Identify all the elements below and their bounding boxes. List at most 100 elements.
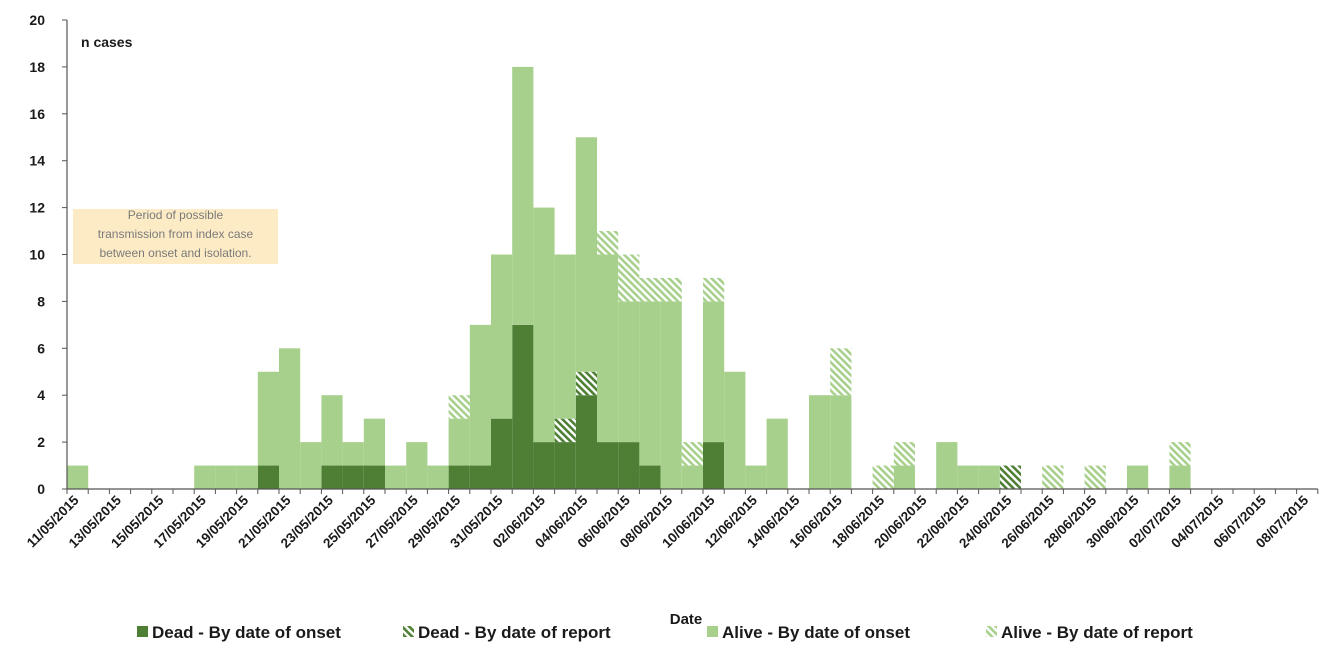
bar-alive-by-date-of-onset [469,324,491,466]
bar-alive-by-date-of-onset [491,254,513,419]
bar-alive-by-date-of-onset [257,371,279,466]
y-tick-label: 8 [37,293,45,309]
bar-dead-by-date-of-onset [512,324,534,489]
bar-alive-by-date-of-onset [554,254,576,419]
bar-alive-by-date-of-report [1042,465,1064,489]
bar-dead-by-date-of-onset [639,465,661,489]
bar-alive-by-date-of-onset [724,371,746,489]
bar-alive-by-date-of-onset [67,465,89,489]
bar-alive-by-date-of-report [660,277,682,302]
bar-alive-by-date-of-onset [618,301,640,443]
bar-dead-by-date-of-onset [342,465,364,489]
y-tick-label: 14 [29,153,45,169]
y-tick-label: 12 [29,200,45,216]
bar-alive-by-date-of-onset [957,465,979,489]
bar-dead-by-date-of-onset [703,442,725,489]
bar-alive-by-date-of-onset [936,442,958,489]
bar-alive-by-date-of-onset [1169,465,1191,489]
y-tick-label: 2 [37,434,45,450]
bar-alive-by-date-of-report [618,254,640,302]
legend-label: Alive - By date of report [1001,623,1193,642]
bar-dead-by-date-of-onset [575,395,597,489]
transmission-period-box [73,209,278,264]
bar-alive-by-date-of-onset [766,418,788,489]
bar-dead-by-date-of-report [554,418,576,443]
bar-dead-by-date-of-onset [257,465,279,489]
annotation-line-1: Period of possible [128,208,224,222]
bar-alive-by-date-of-report [448,395,470,419]
bar-alive-by-date-of-onset [660,301,682,489]
transmission-period-annotation: Period of possible transmission from ind… [73,208,278,264]
bar-alive-by-date-of-onset [639,301,661,466]
bar-dead-by-date-of-onset [597,442,619,489]
legend-item: Alive - By date of onset [707,623,910,642]
bar-alive-by-date-of-onset [194,465,216,489]
y-tick-label: 4 [37,387,45,403]
bar-alive-by-date-of-onset [597,254,619,443]
bar-alive-by-date-of-onset [215,465,237,489]
legend-label: Dead - By date of report [418,623,611,642]
bar-alive-by-date-of-onset [575,137,597,372]
legend-item: Dead - By date of onset [137,623,341,642]
y-tick-label: 18 [29,59,45,75]
legend-item: Dead - By date of report [403,623,611,642]
legend-label: Dead - By date of onset [152,623,341,642]
bar-alive-by-date-of-report [639,277,661,302]
annotation-line-2: transmission from index case [98,227,254,241]
bar-dead-by-date-of-onset [554,442,576,489]
bar-alive-by-date-of-onset [300,442,322,489]
bar-alive-by-date-of-onset [745,465,767,489]
annotation-line-3: between onset and isolation. [99,246,251,260]
y-tick-label: 6 [37,340,45,356]
bar-alive-by-date-of-onset [1127,465,1149,489]
bar-dead-by-date-of-onset [491,418,513,489]
bar-alive-by-date-of-report [1169,442,1191,466]
bar-dead-by-date-of-onset [321,465,343,489]
bar-alive-by-date-of-onset [512,66,534,325]
bar-alive-by-date-of-onset [978,465,1000,489]
bar-alive-by-date-of-onset [342,442,364,466]
bar-alive-by-date-of-onset [809,395,831,489]
bar-alive-by-date-of-report [872,465,894,489]
legend-swatch [403,626,414,637]
bar-alive-by-date-of-report [830,348,852,396]
bar-dead-by-date-of-onset [618,442,640,489]
bar-alive-by-date-of-onset [703,301,725,443]
bar-alive-by-date-of-report [893,442,915,466]
y-tick-label: 10 [29,247,45,263]
bar-alive-by-date-of-onset [427,465,449,489]
bar-dead-by-date-of-onset [533,442,555,489]
bar-dead-by-date-of-onset [469,465,491,489]
bar-alive-by-date-of-onset [448,418,470,466]
y-axis-label: n cases [81,34,133,50]
y-tick-label: 16 [29,106,45,122]
bar-alive-by-date-of-onset [363,418,385,466]
x-axis-label: Date [670,611,703,628]
bar-alive-by-date-of-report [703,277,725,302]
legend: Dead - By date of onset Dead - By date of… [137,623,1193,642]
bar-alive-by-date-of-report [597,231,619,255]
bar-alive-by-date-of-onset [893,465,915,489]
bars-group [67,66,1191,489]
bar-dead-by-date-of-report [575,371,597,396]
legend-item: Alive - By date of report [986,623,1193,642]
legend-swatch [986,626,997,637]
legend-swatch [707,626,718,637]
y-tick-label: 20 [29,12,45,28]
bar-alive-by-date-of-onset [406,442,428,489]
bar-alive-by-date-of-onset [830,395,852,489]
bar-alive-by-date-of-onset [533,207,555,443]
bar-dead-by-date-of-onset [363,465,385,489]
bar-alive-by-date-of-onset [279,348,301,489]
bar-dead-by-date-of-report [999,465,1021,489]
bar-alive-by-date-of-onset [236,465,258,489]
bar-alive-by-date-of-onset [681,465,703,489]
bar-alive-by-date-of-report [681,442,703,466]
legend-label: Alive - By date of onset [722,623,910,642]
bar-alive-by-date-of-onset [321,395,343,466]
y-tick-label: 0 [37,481,45,497]
bar-alive-by-date-of-onset [385,465,407,489]
legend-swatch [137,626,148,637]
bar-alive-by-date-of-report [1084,465,1106,489]
